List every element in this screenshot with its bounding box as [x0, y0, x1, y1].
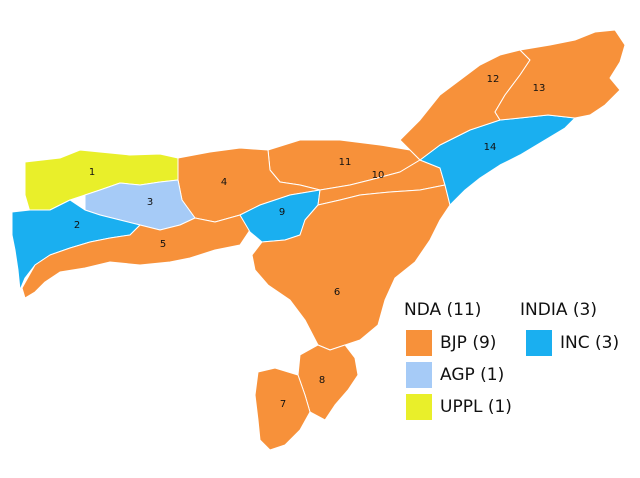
- region-label: 3: [147, 197, 153, 208]
- legend-label-inc: INC (3): [560, 333, 620, 353]
- legend-title-nda: NDA (11): [404, 300, 482, 320]
- legend-item-uppl: UPPL (1): [406, 394, 512, 420]
- region-label: 4: [221, 177, 227, 188]
- region-label: 11: [339, 157, 352, 168]
- legend-label-agp: AGP (1): [440, 365, 505, 385]
- region-label: 14: [484, 142, 497, 153]
- region-label: 13: [533, 83, 546, 94]
- legend-label-bjp: BJP (9): [440, 333, 497, 353]
- legend-label-uppl: UPPL (1): [440, 397, 512, 417]
- region-label: 2: [74, 220, 80, 231]
- legend-title-india: INDIA (3): [520, 300, 597, 320]
- bjp-swatch: [406, 330, 432, 356]
- region-label: 9: [279, 207, 285, 218]
- agp-swatch: [406, 362, 432, 388]
- legend-item-bjp: BJP (9): [406, 330, 496, 356]
- region-label: 7: [280, 399, 286, 410]
- legend-item-agp: AGP (1): [406, 362, 504, 388]
- region-label: 1: [89, 167, 95, 178]
- region-13[interactable]: [494, 29, 626, 121]
- legend-item-inc: INC (3): [526, 330, 619, 356]
- region-7[interactable]: [254, 367, 311, 451]
- region-label: 6: [334, 287, 340, 298]
- region-label: 5: [160, 239, 166, 250]
- region-label: 10: [372, 170, 385, 181]
- region-5[interactable]: [21, 214, 251, 299]
- region-label: 12: [487, 74, 500, 85]
- region-label: 8: [319, 375, 325, 386]
- region-6[interactable]: [251, 184, 451, 351]
- inc-swatch: [526, 330, 552, 356]
- uppl-swatch: [406, 394, 432, 420]
